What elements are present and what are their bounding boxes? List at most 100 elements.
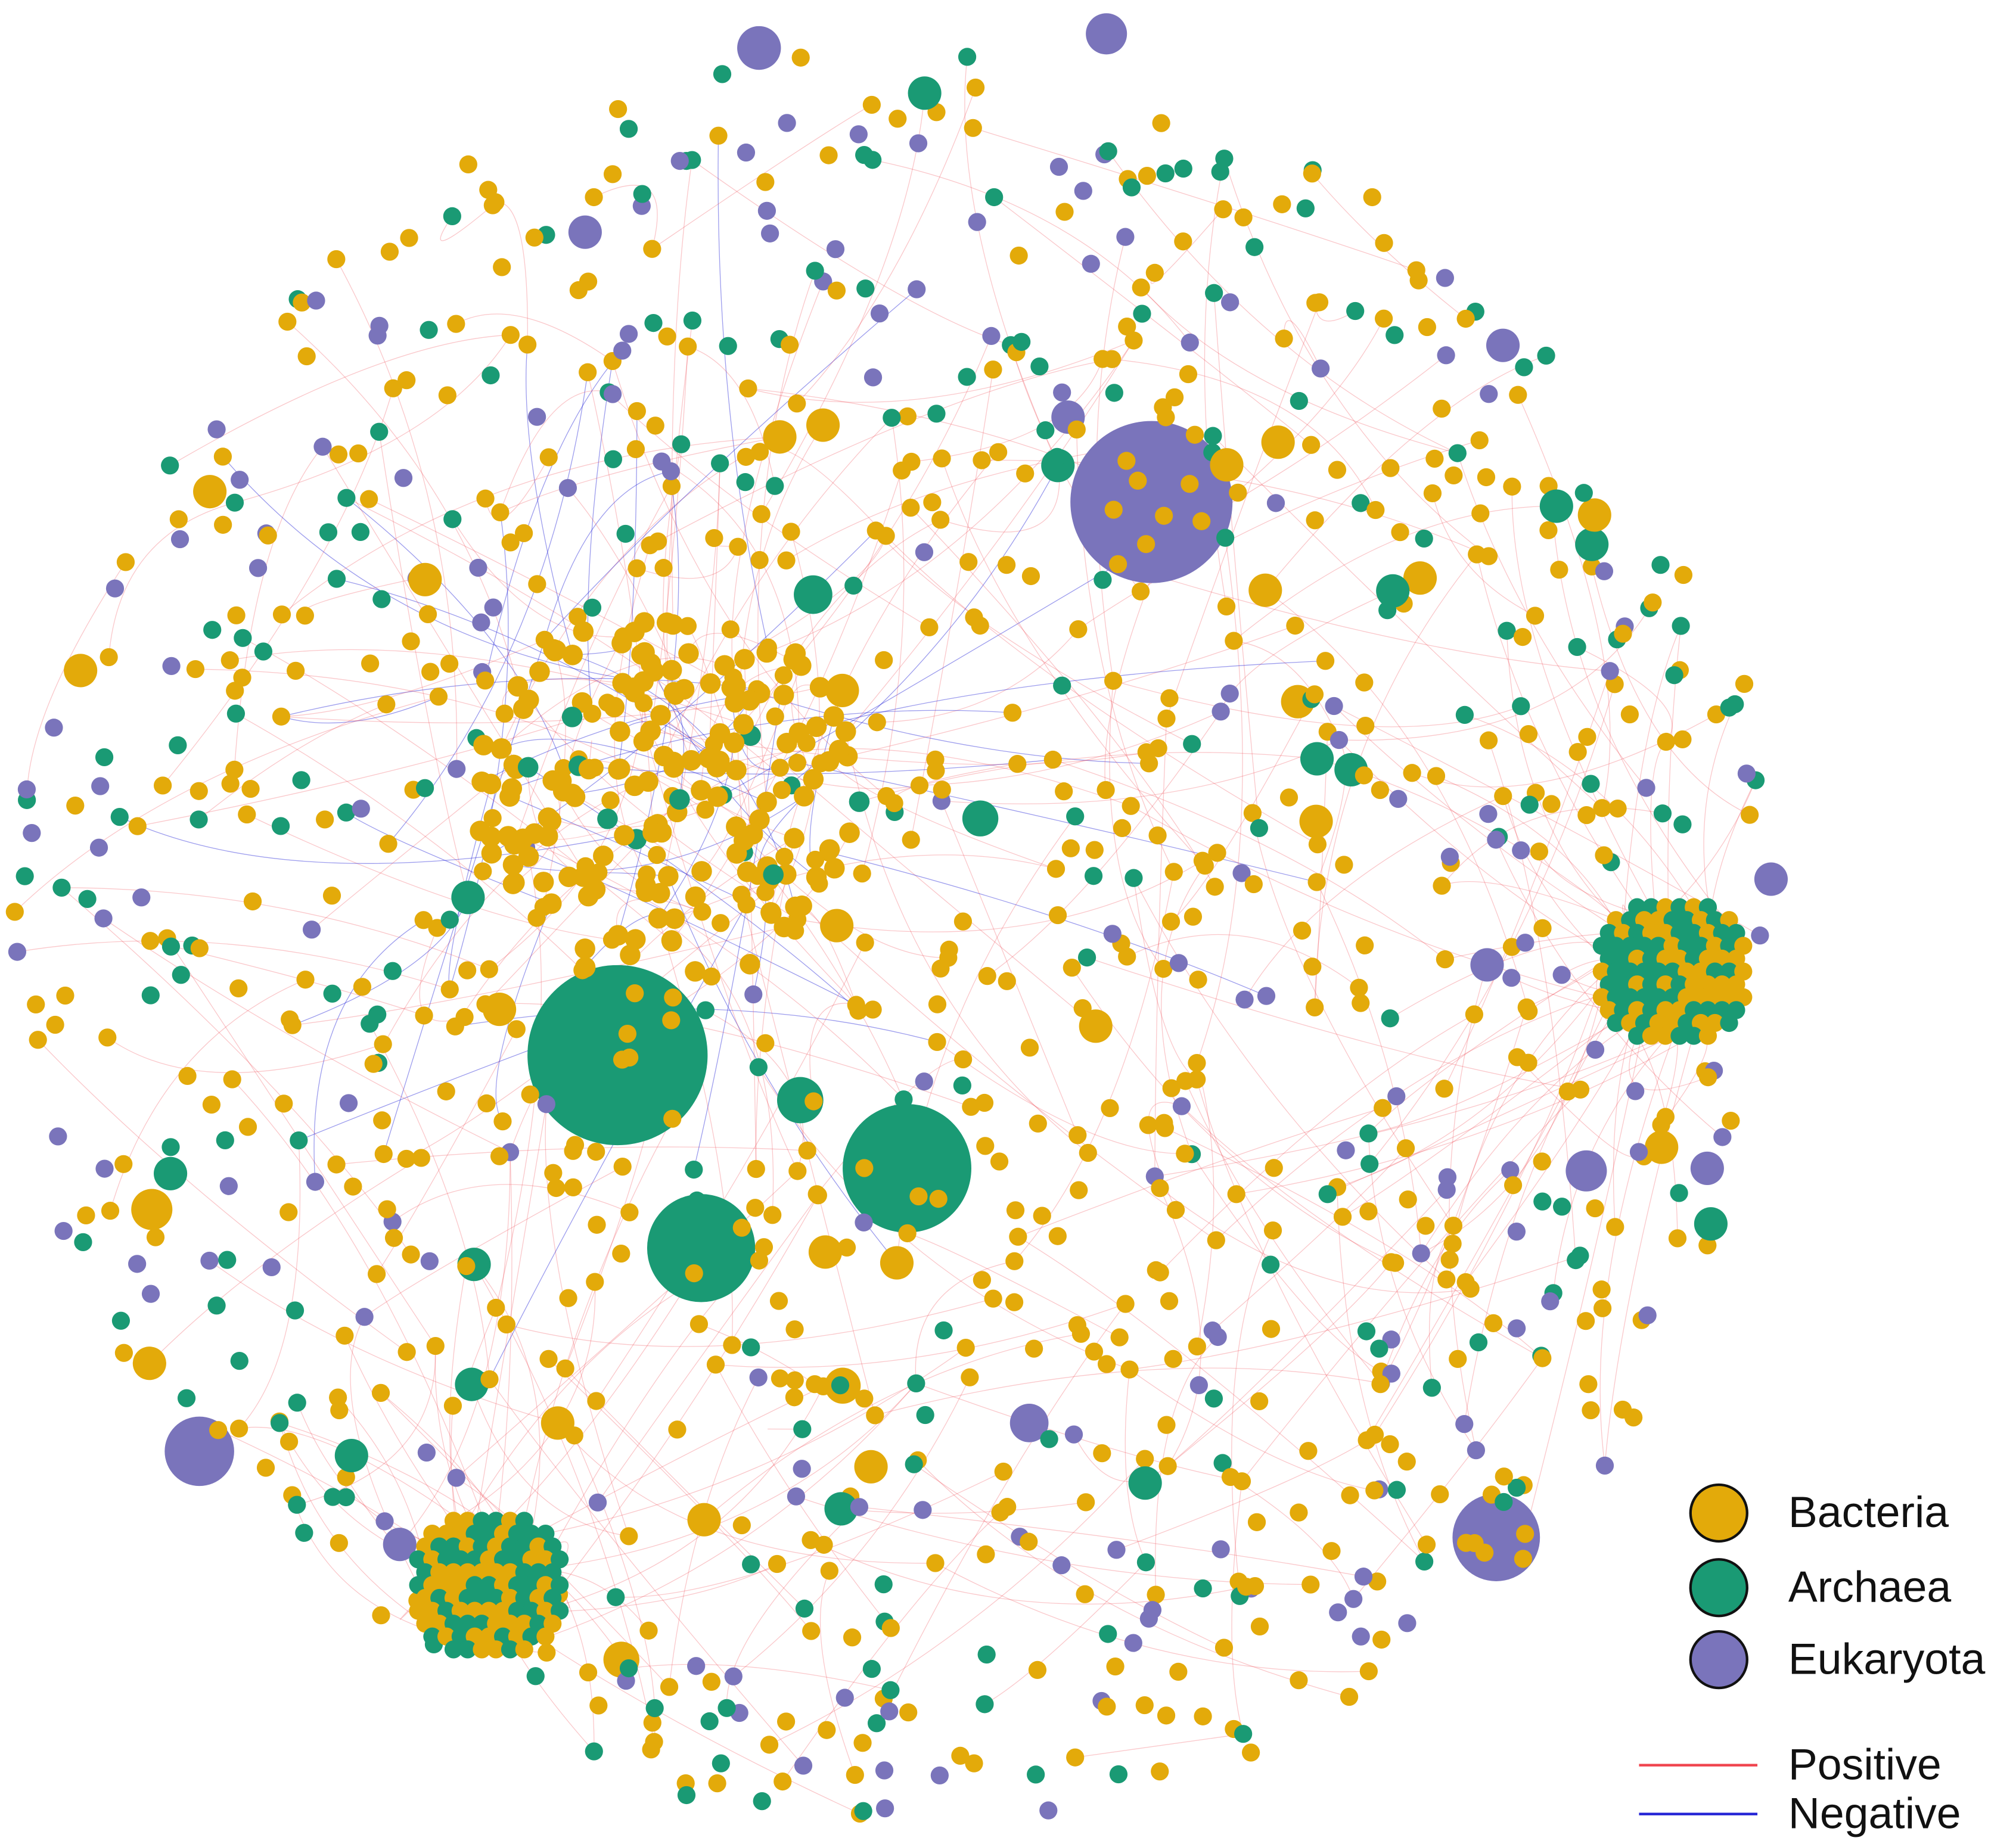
node: [940, 940, 958, 959]
node: [480, 773, 502, 795]
node: [353, 978, 372, 996]
edge: [935, 1562, 1369, 1672]
node: [656, 612, 678, 633]
edge: [1126, 934, 1359, 988]
node: [161, 456, 179, 475]
edge: [61, 887, 412, 1255]
edge: [103, 918, 511, 1153]
node: [380, 242, 399, 261]
node: [766, 707, 784, 726]
node: [1449, 1349, 1467, 1368]
edge: [608, 391, 930, 628]
node: [1029, 1114, 1047, 1133]
edge: [791, 685, 821, 780]
node: [772, 780, 791, 800]
node: [689, 1315, 709, 1333]
edge: [758, 1066, 1130, 1370]
edge: [169, 334, 511, 466]
node: [1036, 421, 1055, 440]
node: [1147, 1261, 1165, 1280]
node: [1161, 912, 1181, 931]
node: [1344, 1590, 1363, 1608]
node: [169, 510, 188, 528]
node: [899, 1703, 918, 1722]
node: [1606, 1218, 1624, 1236]
node: [417, 1443, 436, 1462]
node: [578, 758, 599, 780]
node: [633, 185, 651, 203]
node: [1099, 1625, 1117, 1643]
edge: [1231, 1230, 1273, 1582]
node: [1417, 1535, 1436, 1554]
node: [402, 632, 420, 651]
node: [702, 1672, 720, 1691]
node: [1181, 333, 1199, 352]
node: [98, 1028, 117, 1047]
node: [278, 312, 297, 331]
edge: [1368, 1133, 1477, 1451]
node: [1097, 1355, 1116, 1373]
edge: [750, 519, 941, 736]
node: [1176, 1145, 1194, 1163]
node: [374, 1035, 392, 1053]
node: [856, 279, 875, 298]
node: [230, 1419, 248, 1438]
node: [1094, 571, 1112, 589]
node: [1250, 819, 1269, 838]
node: [1053, 676, 1071, 695]
node: [355, 1308, 374, 1326]
edge: [1181, 1106, 1543, 1359]
node: [1537, 346, 1555, 365]
edge: [107, 1037, 383, 1074]
node: [1049, 157, 1068, 176]
node: [1565, 1150, 1607, 1192]
node: [610, 721, 630, 742]
node: [968, 213, 986, 231]
node: [528, 575, 546, 593]
node: [1582, 775, 1600, 793]
node: [585, 1742, 603, 1761]
edge: [209, 1260, 558, 1424]
node: [616, 1090, 634, 1109]
node: [322, 887, 341, 905]
node: [213, 447, 232, 466]
node: [1444, 1217, 1463, 1235]
node: [1316, 652, 1335, 670]
node: [934, 1321, 953, 1340]
node: [316, 810, 334, 829]
node: [1116, 1295, 1135, 1313]
edge: [1160, 1187, 1471, 1293]
edge: [1196, 537, 1243, 1064]
node: [438, 386, 456, 405]
node: [750, 551, 769, 570]
node: [1106, 1657, 1125, 1676]
node: [868, 713, 886, 732]
edge: [452, 518, 623, 638]
node: [223, 1070, 241, 1089]
node: [408, 562, 442, 596]
node: [190, 939, 209, 957]
node: [760, 1736, 779, 1754]
node: [626, 440, 645, 458]
node: [802, 1622, 821, 1640]
edge: [456, 313, 613, 362]
node: [640, 720, 661, 741]
node: [330, 1401, 349, 1420]
node: [397, 371, 416, 390]
node: [1381, 1009, 1399, 1028]
node: [271, 817, 290, 835]
node: [929, 1189, 948, 1208]
node: [1290, 1503, 1308, 1522]
node: [784, 828, 804, 849]
edge: [378, 431, 469, 898]
node: [612, 1244, 630, 1263]
edge: [38, 1039, 408, 1352]
node: [806, 408, 840, 442]
node: [248, 559, 268, 577]
node: [771, 1369, 790, 1388]
node: [1299, 804, 1333, 838]
node: [961, 1368, 979, 1386]
edge: [565, 1368, 805, 1609]
node: [725, 676, 746, 696]
